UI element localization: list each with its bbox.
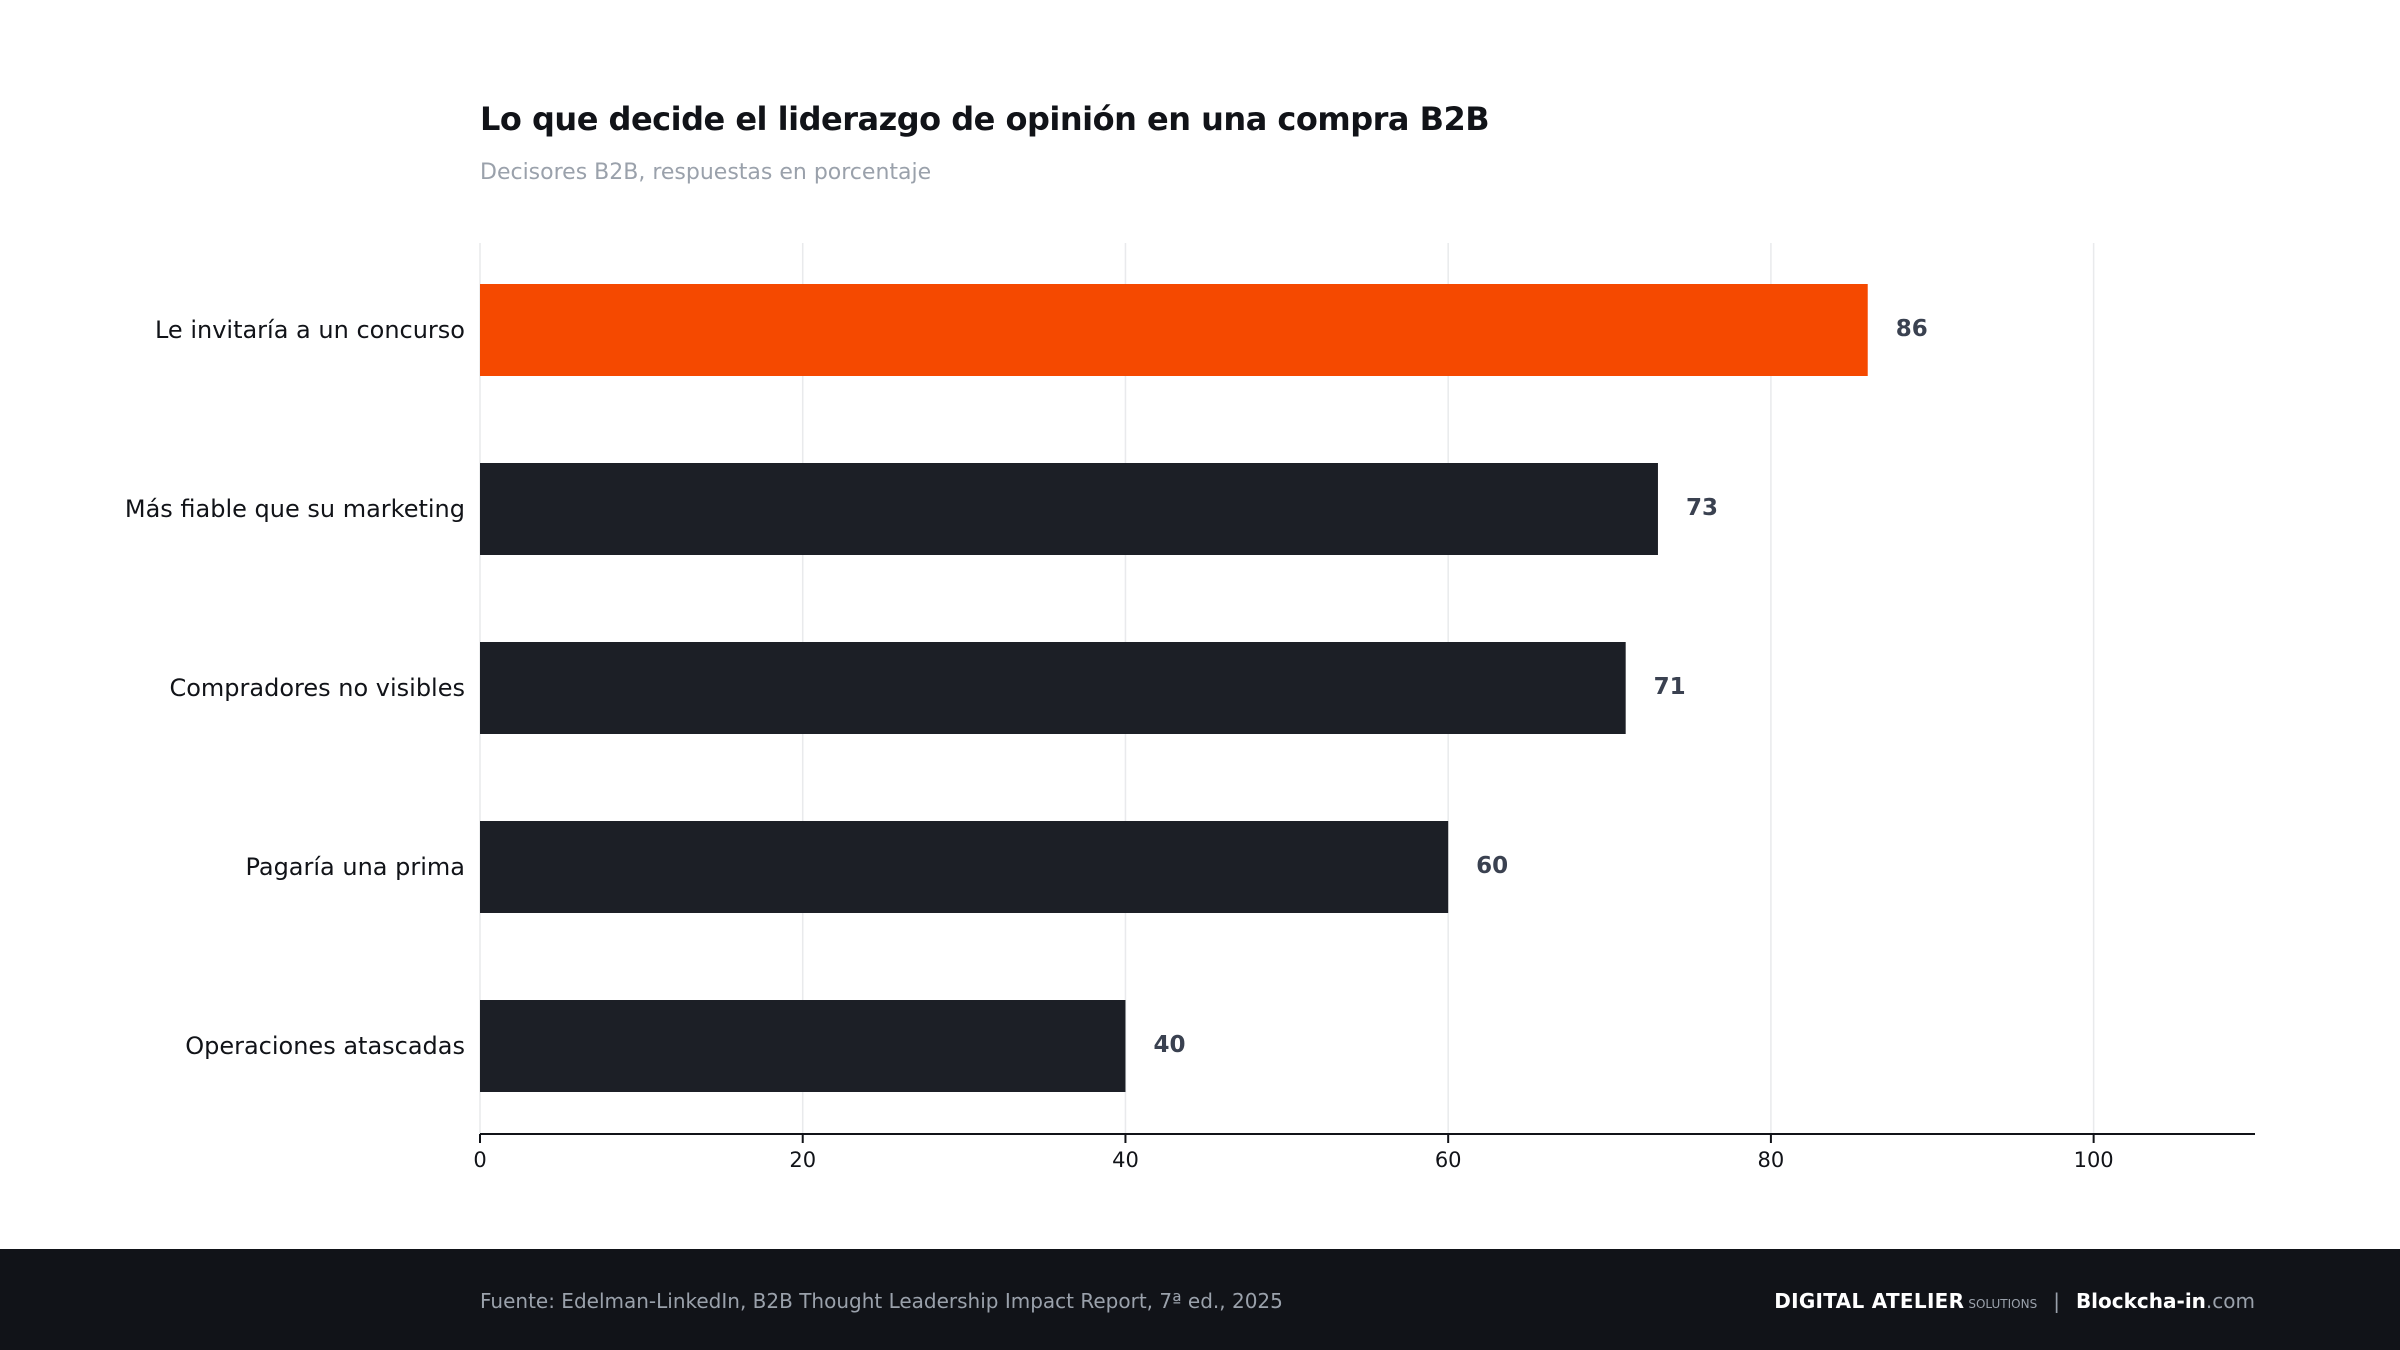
footer-brand: DIGITAL ATELIER SOLUTIONS | Blockcha-in.com xyxy=(1774,1289,2255,1313)
value-label: 71 xyxy=(1654,674,1686,700)
value-label: 40 xyxy=(1153,1032,1185,1058)
bar xyxy=(480,1000,1126,1092)
value-label: 60 xyxy=(1476,853,1508,879)
value-label: 73 xyxy=(1686,495,1718,521)
bar xyxy=(480,821,1449,913)
category-label: Pagaría una prima xyxy=(245,853,465,881)
bar xyxy=(480,463,1658,555)
brand-separator: | xyxy=(2053,1289,2060,1313)
site-tld: .com xyxy=(2205,1289,2255,1313)
bar-chart: Le invitaría a un concurso 86 Más fiable q… xyxy=(125,243,2255,1172)
x-tick-label: 80 xyxy=(1758,1148,1785,1172)
chart-title: Lo que decide el liderazgo de opinión en… xyxy=(480,100,1490,138)
x-tick-label: 0 xyxy=(473,1148,486,1172)
category-label: Le invitaría a un concurso xyxy=(155,316,465,344)
bars-layer xyxy=(480,284,1868,1092)
bar xyxy=(480,284,1868,376)
brand-tagline: SOLUTIONS xyxy=(1968,1297,2038,1311)
value-label: 86 xyxy=(1896,316,1928,342)
x-tick-label: 100 xyxy=(2074,1148,2114,1172)
x-tick-label: 20 xyxy=(789,1148,816,1172)
category-label: Operaciones atascadas xyxy=(185,1032,465,1060)
labels-layer: Le invitaría a un concurso 86 Más fiable q… xyxy=(125,316,1928,1060)
bar xyxy=(480,642,1626,734)
x-tick-label: 60 xyxy=(1435,1148,1462,1172)
category-label: Compradores no visibles xyxy=(169,674,465,702)
source-note: Fuente: Edelman-LinkedIn, B2B Thought Le… xyxy=(480,1289,1283,1313)
brand-name: DIGITAL ATELIER xyxy=(1774,1289,1965,1313)
site-name: Blockcha-in xyxy=(2075,1289,2206,1313)
chart-subtitle: Decisores B2B, respuestas en porcentaje xyxy=(480,160,932,185)
footer: Fuente: Edelman-LinkedIn, B2B Thought Le… xyxy=(0,1249,2400,1350)
x-tick-label: 40 xyxy=(1112,1148,1139,1172)
category-label: Más fiable que su marketing xyxy=(125,495,465,523)
x-axis: 0 20 40 60 80 100 xyxy=(473,1133,2255,1172)
